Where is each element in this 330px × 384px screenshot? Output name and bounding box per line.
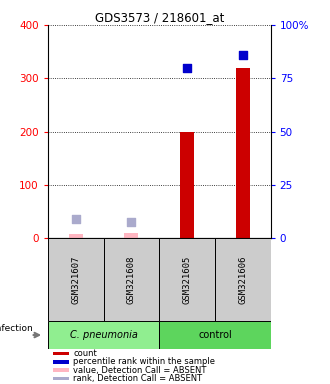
Bar: [48, 238, 104, 321]
Title: GDS3573 / 218601_at: GDS3573 / 218601_at: [94, 11, 224, 24]
Text: infection: infection: [0, 324, 33, 333]
Text: count: count: [73, 349, 97, 358]
Point: [184, 65, 190, 71]
Text: GSM321608: GSM321608: [127, 255, 136, 303]
Bar: [53, 369, 69, 372]
Text: control: control: [198, 330, 232, 340]
Text: percentile rank within the sample: percentile rank within the sample: [73, 358, 215, 366]
Text: GSM321607: GSM321607: [71, 255, 80, 303]
Bar: [53, 377, 69, 380]
Bar: [180, 132, 194, 238]
Bar: [159, 321, 271, 349]
Bar: [48, 321, 159, 349]
Point: [240, 52, 246, 58]
Text: GSM321606: GSM321606: [238, 255, 247, 303]
Bar: [53, 360, 69, 364]
Point: [129, 219, 134, 225]
Bar: [159, 238, 215, 321]
Bar: [236, 68, 250, 238]
Point: [73, 216, 78, 222]
Text: rank, Detection Call = ABSENT: rank, Detection Call = ABSENT: [73, 374, 202, 383]
Bar: [53, 352, 69, 355]
Text: C. pneumonia: C. pneumonia: [70, 330, 138, 340]
Bar: [69, 234, 82, 238]
Text: GSM321605: GSM321605: [182, 255, 192, 303]
Bar: [104, 238, 159, 321]
Bar: [124, 233, 138, 238]
Text: value, Detection Call = ABSENT: value, Detection Call = ABSENT: [73, 366, 207, 375]
Bar: [215, 238, 271, 321]
